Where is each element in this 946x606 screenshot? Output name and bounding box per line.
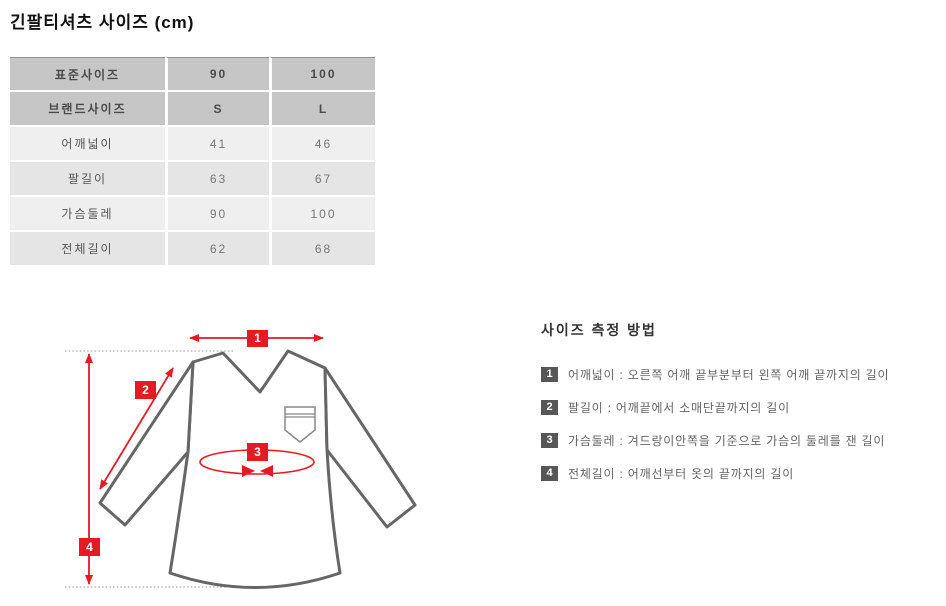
guide-text: 전체길이 : 어깨선부터 옷의 끝까지의 길이 [568,467,795,481]
measure-guide-title: 사이즈 측정 방법 [541,322,657,338]
guide-badge-2: 2 [541,400,558,415]
diagram-badge-2: 2 [135,381,156,399]
measure-guide-panel: 사이즈 측정 방법 1 어깨넓이 : 오른쪽 어깨 끝부분부터 왼쪽 어깨 끝까… [541,320,941,498]
diagram-badge-1: 1 [247,330,268,347]
guide-item-total-length: 4 전체길이 : 어깨선부터 옷의 끝까지의 길이 [541,465,941,482]
guide-badge-1: 1 [541,367,558,382]
table-row-total-length: 전체길이 62 68 [10,232,375,265]
svg-text:2: 2 [142,383,149,397]
table-row-shoulder-width: 어깨넓이 41 46 [10,127,375,160]
cell-value: 46 [269,127,375,160]
cell-value: 100 [269,197,375,230]
row-label: 전체길이 [10,232,165,265]
guide-text: 가슴둘레 : 겨드랑이안쪽을 기준으로 가슴의 둘레를 잰 길이 [568,434,886,448]
row-label: 가슴둘레 [10,197,165,230]
table-row-chest: 가슴둘레 90 100 [10,197,375,230]
guide-badge-3: 3 [541,433,558,448]
svg-text:3: 3 [254,445,261,459]
diagram-badge-3: 3 [247,443,268,461]
page-title: 긴팔티셔츠 사이즈 (cm) [10,13,195,32]
cell-value: L [269,92,375,125]
cell-value: 63 [165,162,269,195]
table-row-brand-size: 브랜드사이즈 S L [10,92,375,125]
size-table: 표준사이즈 90 100 브랜드사이즈 S L 어깨넓이 41 46 팔길이 6… [10,55,375,267]
cell-value: 68 [269,232,375,265]
table-row-standard-size: 표준사이즈 90 100 [10,57,375,90]
shirt-body-outline [168,349,342,589]
row-label: 팔길이 [10,162,165,195]
cell-value: 100 [269,57,375,90]
row-label: 표준사이즈 [10,57,165,90]
guide-badge-4: 4 [541,466,558,481]
cell-value: 90 [165,57,269,90]
guide-item-sleeve-length: 2 팔길이 : 어깨끝에서 소매단끝까지의 길이 [541,399,941,416]
chest-arrow-right [242,465,255,477]
size-table-container: 표준사이즈 90 100 브랜드사이즈 S L 어깨넓이 41 46 팔길이 6… [10,55,375,267]
diagram-badge-4: 4 [79,538,100,556]
row-label: 어깨넓이 [10,127,165,160]
cell-value: 41 [165,127,269,160]
cell-value: 62 [165,232,269,265]
sleeve-length-arrow [99,367,174,490]
guide-text: 어깨넓이 : 오른쪽 어깨 끝부분부터 왼쪽 어깨 끝까지의 길이 [568,368,890,382]
shirt-right-sleeve [323,366,417,529]
cell-value: S [165,92,269,125]
shirt-measurement-diagram: 1 2 3 4 [65,330,417,589]
svg-text:4: 4 [86,540,93,554]
guide-item-chest: 3 가슴둘레 : 겨드랑이안쪽을 기준으로 가슴의 둘레를 잰 길이 [541,432,941,449]
chest-arrow-left [260,465,273,477]
table-row-sleeve-length: 팔길이 63 67 [10,162,375,195]
cell-value: 90 [165,197,269,230]
guide-item-shoulder-width: 1 어깨넓이 : 오른쪽 어깨 끝부분부터 왼쪽 어깨 끝까지의 길이 [541,366,941,383]
svg-text:1: 1 [254,331,261,345]
row-label: 브랜드사이즈 [10,92,165,125]
guide-text: 팔길이 : 어깨끝에서 소매단끝까지의 길이 [568,401,790,415]
shirt-pocket [284,406,316,443]
cell-value: 67 [269,162,375,195]
